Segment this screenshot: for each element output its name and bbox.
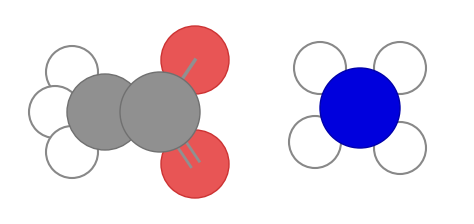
Circle shape: [46, 126, 98, 178]
Circle shape: [67, 74, 143, 150]
Circle shape: [294, 42, 346, 94]
Circle shape: [374, 42, 426, 94]
Circle shape: [320, 68, 400, 148]
Circle shape: [161, 130, 229, 198]
Circle shape: [120, 72, 200, 152]
Circle shape: [161, 26, 229, 94]
Circle shape: [29, 86, 81, 138]
Circle shape: [46, 46, 98, 98]
Circle shape: [289, 116, 341, 168]
Circle shape: [374, 122, 426, 174]
